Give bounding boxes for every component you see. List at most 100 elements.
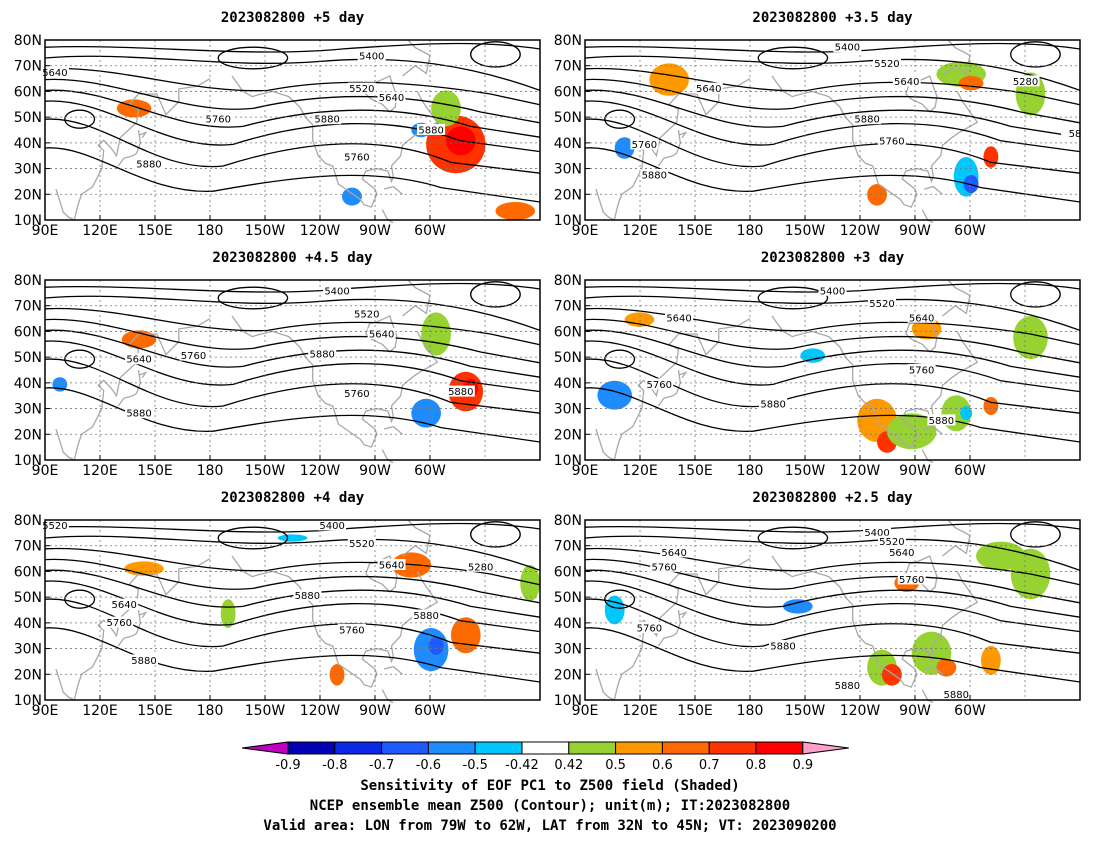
contour-line xyxy=(45,319,540,362)
coastline xyxy=(138,611,148,619)
contour-label: 5640 xyxy=(379,561,404,572)
contour-label-bg xyxy=(308,347,337,359)
colorbar-segment xyxy=(427,741,476,755)
contour-label-bg xyxy=(313,113,342,125)
lat-tick-label: 10N xyxy=(14,453,42,469)
lat-tick-label: 60N xyxy=(14,564,42,580)
contour-label: 5880 xyxy=(418,126,443,137)
lat-tick-label: 50N xyxy=(14,590,42,606)
lon-tick-label: 180 xyxy=(737,463,764,479)
contour-label: 5520 xyxy=(349,84,374,95)
contour-line xyxy=(45,524,540,532)
coastline xyxy=(924,425,943,435)
z500-contours xyxy=(585,42,1080,202)
contour-label: 5520 xyxy=(879,537,904,548)
colorbar-segment xyxy=(334,741,383,755)
sensitivity-shading xyxy=(495,202,536,220)
sensitivity-shading xyxy=(450,617,481,654)
contour-line xyxy=(45,284,540,292)
contour-label: 5280 xyxy=(1013,77,1038,88)
lon-tick-label: 180 xyxy=(197,223,224,239)
lat-tick-label: 10N xyxy=(554,453,582,469)
contour-line xyxy=(585,79,1080,122)
sensitivity-shading xyxy=(886,413,937,450)
contour-line xyxy=(45,536,540,570)
coastline xyxy=(117,369,141,407)
map-panel: 2023082800 +4 day 5520 5400 5520 5640 5280 564… xyxy=(14,490,540,719)
contour-line xyxy=(218,287,287,309)
contour-label-bg xyxy=(1061,127,1090,139)
contour-label: 5880 xyxy=(126,409,151,420)
lat-tick-label: 60N xyxy=(554,564,582,580)
coastline xyxy=(657,369,681,407)
contour-label-bg xyxy=(342,151,371,162)
contour-label: 5880 xyxy=(944,690,969,701)
lat-tick-label: 50N xyxy=(14,350,42,366)
panel-frame xyxy=(584,519,1081,701)
contour-label: 5400 xyxy=(324,286,349,297)
colorbar-segment xyxy=(661,741,710,755)
contour-line xyxy=(45,628,540,682)
sensitivity-shading xyxy=(976,541,1026,571)
coastline xyxy=(402,279,431,317)
lat-tick-label: 60N xyxy=(14,84,42,100)
contour-label: 5760 xyxy=(344,389,369,400)
colorbar-triangle-low xyxy=(241,741,289,755)
contour-label: 5400 xyxy=(835,43,860,54)
lon-tick-label: 90E xyxy=(572,703,599,719)
contour-label: 5640 xyxy=(379,93,404,104)
colorbar-segment xyxy=(521,741,570,755)
colorbar-label: 0.9 xyxy=(792,758,813,773)
sensitivity-shading xyxy=(963,175,979,193)
lon-tick-label: 150E xyxy=(137,223,173,239)
contour-label-bg xyxy=(897,573,926,585)
lat-tick-label: 50N xyxy=(554,110,582,126)
contour-label: 5760 xyxy=(651,562,676,573)
lon-tick-label: 150W xyxy=(245,223,286,239)
colorbar-label: -0.8 xyxy=(322,758,347,773)
colorbar-triangle-high xyxy=(802,741,849,755)
panel-title: 2023082800 +4.5 day xyxy=(212,250,373,266)
contour-line xyxy=(65,590,95,608)
contour-label: 5520 xyxy=(42,521,67,532)
contour-line xyxy=(585,581,1080,632)
lon-tick-label: 150E xyxy=(137,463,173,479)
colorbar-segment xyxy=(708,741,757,755)
contour-line xyxy=(218,527,287,549)
z500-contours xyxy=(45,42,540,202)
sensitivity-shading xyxy=(958,76,984,91)
lon-tick-label: 150W xyxy=(245,463,286,479)
sensitivity-shading xyxy=(783,599,813,614)
contour-label: 5400 xyxy=(319,521,344,532)
sensitivity-shading xyxy=(431,90,461,127)
panel-frame xyxy=(584,279,1081,461)
contour-line xyxy=(585,536,1080,570)
contour-label: 5760 xyxy=(181,351,206,362)
lat-tick-label: 10N xyxy=(14,693,42,709)
contour-line xyxy=(585,570,1080,617)
lon-tick-label: 90W xyxy=(899,223,931,239)
sensitivity-shading xyxy=(981,646,1001,675)
contour-line xyxy=(471,522,521,547)
sensitivity-shading xyxy=(220,599,236,628)
contour-line xyxy=(585,296,1080,330)
lon-tick-label: 90W xyxy=(899,703,931,719)
lon-tick-label: 90E xyxy=(32,223,59,239)
contour-line xyxy=(585,101,1080,152)
contour-label-bg xyxy=(1011,75,1040,87)
contour-label-bg xyxy=(377,91,406,103)
contour-label-bg xyxy=(635,622,664,633)
contour-label-bg xyxy=(640,169,669,180)
contour-line xyxy=(45,581,540,632)
contour-label-bg xyxy=(665,311,694,323)
lat-tick-label: 30N xyxy=(14,402,42,418)
panel-title: 2023082800 +2.5 day xyxy=(752,490,913,506)
panel-title: 2023082800 +4 day xyxy=(221,490,365,506)
contour-label: 5760 xyxy=(909,366,934,377)
contour-line xyxy=(585,308,1080,344)
contour-label-bg xyxy=(446,385,475,397)
contour-label: 5880 xyxy=(835,681,860,692)
lat-tick-label: 20N xyxy=(14,187,42,203)
lon-tick-label: 60W xyxy=(414,223,446,239)
contour-line xyxy=(45,341,540,392)
